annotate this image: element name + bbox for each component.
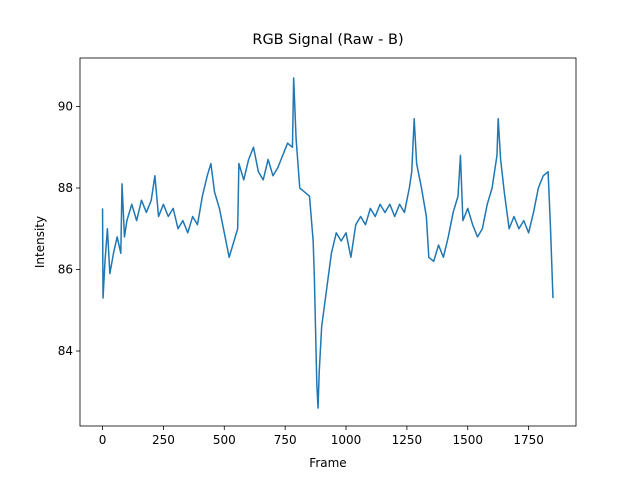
x-tick-label: 1500 (452, 433, 483, 447)
x-tick-label: 1750 (513, 433, 544, 447)
x-tick-label: 250 (152, 433, 175, 447)
y-tick-label: 88 (58, 181, 73, 195)
x-tick-label: 750 (274, 433, 297, 447)
x-tick-label: 0 (99, 433, 107, 447)
x-tick-label: 1000 (331, 433, 362, 447)
y-axis-label: Intensity (33, 216, 47, 268)
y-tick-label: 90 (58, 99, 73, 113)
x-axis-label: Frame (309, 456, 346, 470)
plot-frame (79, 57, 577, 427)
x-tick-label: 1250 (392, 433, 423, 447)
x-tick-label: 500 (213, 433, 236, 447)
line-series (101, 77, 554, 409)
chart-title: RGB Signal (Raw - B) (252, 32, 403, 48)
y-tick-label: 86 (58, 263, 73, 277)
y-tick-label: 84 (58, 344, 73, 358)
